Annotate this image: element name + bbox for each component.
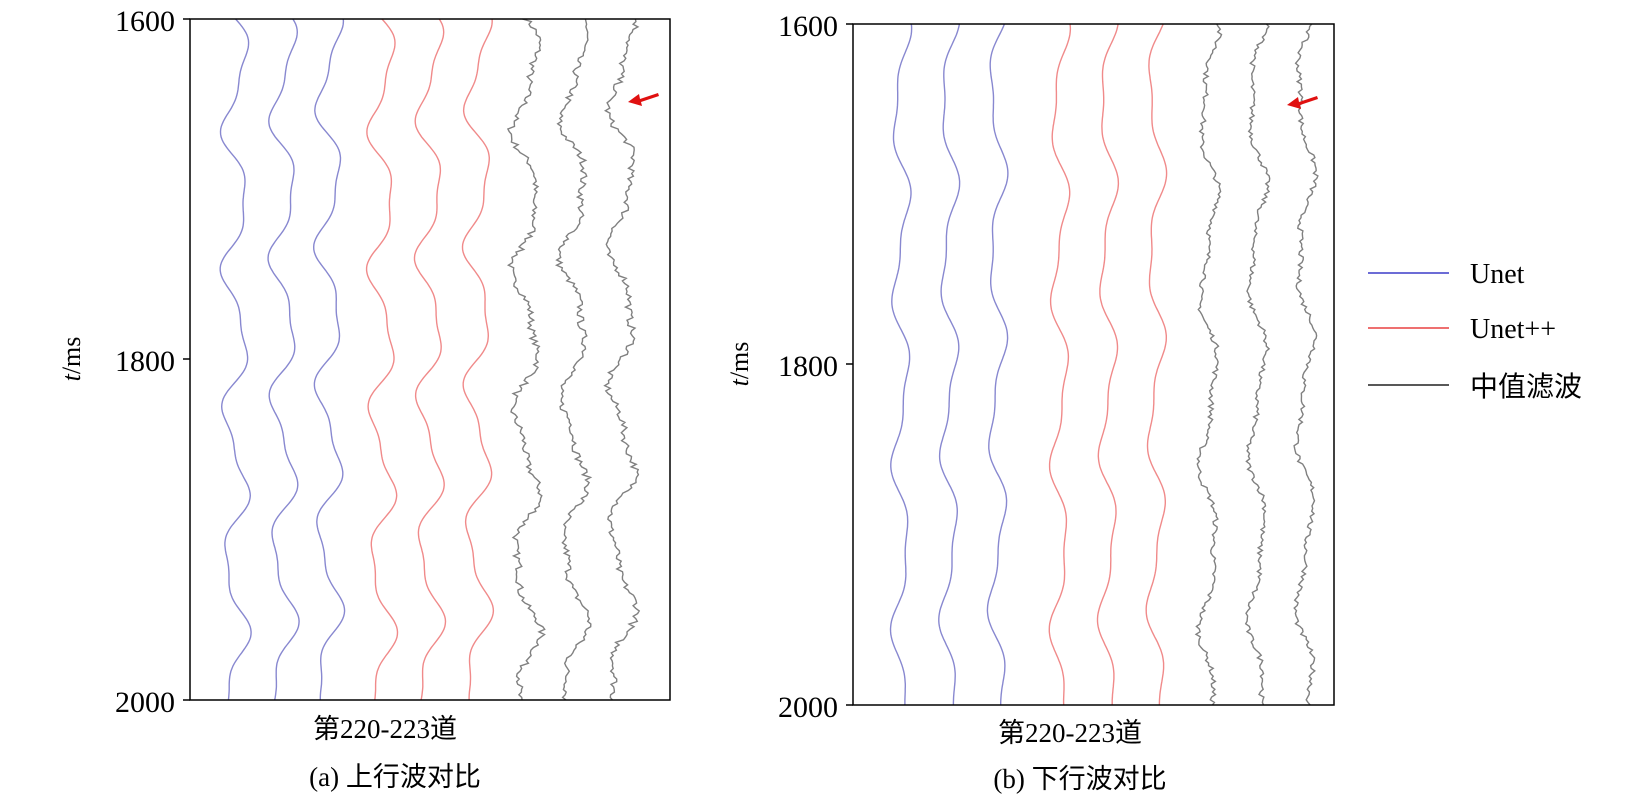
panel-a: 1600 1800 2000 t/ms 第220-223道 (a) 上行波对比 [57,5,671,792]
panel-a-xlabel: 第220-223道 [313,714,457,744]
panel-a-trace-median-2 [554,18,593,701]
legend-label-unet: Unet [1470,259,1525,290]
panel-b-ylabel: t/ms [725,342,754,387]
panel-a-ytick-label-1800: 1800 [115,345,175,378]
panel-a-trace-unetpp-3 [461,18,495,700]
panel-a-ylabel-unit: /ms [57,337,86,375]
panel-a-traces [219,18,641,701]
panel-b-ytick-label-2000: 2000 [778,691,838,724]
panel-a-trace-unet-1 [219,18,252,701]
panel-b-traces [889,23,1319,706]
panel-b-ytick-label-1800: 1800 [778,350,838,383]
legend-label-median: 中值滤波 [1470,371,1582,403]
panel-b-trace-unetpp-2 [1096,23,1120,705]
panel-a-trace-median-1 [506,18,546,701]
panel-b-red-arrow [1287,96,1318,109]
panel-b-frame [852,23,1335,706]
panel-b: 1600 1800 2000 t/ms 第220-223道 (b) 下行波对比 [725,10,1335,794]
panel-a-ylabel: t/ms [57,337,86,382]
panel-b-ylabel-var: t [725,378,754,386]
panel-b-ytick-label-1600: 1600 [778,10,838,43]
panel-b-trace-median-3 [1293,23,1319,706]
panel-a-trace-unet-2 [267,18,300,701]
panel-b-xlabel: 第220-223道 [998,718,1142,748]
panel-a-ylabel-var: t [57,373,86,381]
panel-a-trace-unet-3 [312,18,346,700]
panel-a-frame [189,18,671,701]
panel-b-trace-median-2 [1244,23,1271,706]
panel-a-trace-unetpp-2 [413,18,447,701]
panel-a-ytick-label-1600: 1600 [115,5,175,38]
panel-b-trace-median-1 [1194,23,1223,706]
panel-b-trace-unet-3 [986,23,1009,705]
panel-b-trace-unet-1 [889,23,913,705]
panel-b-trace-unet-2 [938,23,961,705]
panel-b-ylabel-unit: /ms [725,342,754,380]
panel-a-caption: (a) 上行波对比 [309,762,481,792]
panel-a-trace-unetpp-1 [365,18,399,701]
panel-b-trace-unetpp-1 [1048,23,1072,706]
legend-label-unetpp: Unet++ [1470,314,1556,345]
legend: Unet Unet++ 中值滤波 [1368,259,1582,403]
panel-a-trace-median-3 [603,18,641,701]
panel-a-red-arrow [628,93,659,106]
panel-a-ytick-label-2000: 2000 [115,686,175,719]
panel-b-caption: (b) 下行波对比 [993,764,1166,794]
panel-b-trace-unetpp-3 [1145,23,1168,705]
